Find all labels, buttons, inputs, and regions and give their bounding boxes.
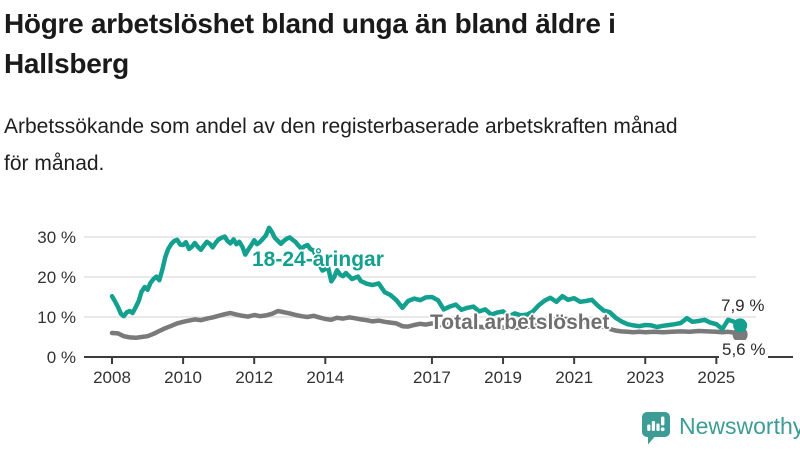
svg-text:10 %: 10 % (37, 308, 76, 327)
subtitle-line-2: för månad. (4, 152, 105, 175)
svg-text:2017: 2017 (413, 368, 451, 387)
svg-text:0 %: 0 % (47, 348, 76, 367)
end-value-label-total: 5,6 % (719, 340, 769, 360)
unemployment-line-chart: 0 % 10 % 20 % 30 % 2008 2010 2012 2014 2017 2019 2… (37, 225, 793, 387)
chart-subtitle: Arbetssökande som andel av den registerb… (4, 108, 796, 182)
newsworthy-logo-text: Newsworthy (679, 413, 800, 439)
series-label-total: Total arbetslöshet (430, 311, 610, 334)
newsworthy-chart-bubble-icon (641, 411, 671, 452)
svg-text:2025: 2025 (697, 368, 735, 387)
svg-text:2010: 2010 (164, 368, 202, 387)
svg-text:30 %: 30 % (37, 228, 76, 247)
newsworthy-branding: Newsworthy (641, 411, 800, 452)
svg-text:2008: 2008 (93, 368, 131, 387)
title-line-1: Högre arbetslöshet bland unga än bland ä… (4, 8, 616, 39)
chart-header: Högre arbetslöshet bland unga än bland ä… (4, 4, 796, 182)
svg-text:2019: 2019 (484, 368, 522, 387)
title-line-2: Hallsberg (4, 48, 129, 79)
series-label-young: 18-24-åringar (252, 248, 384, 271)
end-value-label-young: 7,9 % (721, 296, 765, 315)
subtitle-line-1: Arbetssökande som andel av den registerb… (4, 115, 678, 138)
svg-text:2021: 2021 (555, 368, 593, 387)
svg-text:20 %: 20 % (37, 268, 76, 287)
svg-text:2023: 2023 (626, 368, 664, 387)
svg-text:2012: 2012 (235, 368, 273, 387)
svg-text:2014: 2014 (306, 368, 344, 387)
page-title: Högre arbetslöshet bland unga än bland ä… (4, 4, 796, 84)
